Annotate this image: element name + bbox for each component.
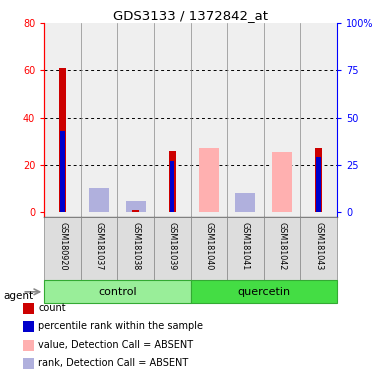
Bar [81, 23, 117, 217]
Bar [117, 23, 154, 217]
Bar [44, 217, 81, 280]
Bar [300, 217, 337, 280]
Bar [89, 188, 109, 212]
Bar [227, 217, 264, 280]
Bar [60, 131, 65, 212]
Text: rank, Detection Call = ABSENT: rank, Detection Call = ABSENT [38, 358, 189, 368]
Text: GSM181039: GSM181039 [168, 222, 177, 270]
Bar [264, 23, 300, 217]
Bar [59, 68, 66, 212]
Bar [170, 161, 174, 212]
Bar [235, 193, 256, 212]
Text: GSM180920: GSM180920 [58, 222, 67, 271]
Bar [191, 23, 227, 217]
Bar [315, 148, 322, 212]
Bar [235, 203, 256, 212]
Title: GDS3133 / 1372842_at: GDS3133 / 1372842_at [113, 9, 268, 22]
Bar [81, 217, 117, 280]
Bar [191, 217, 227, 280]
Bar [191, 280, 337, 303]
Text: count: count [38, 303, 66, 313]
Bar [117, 217, 154, 280]
Bar [89, 199, 109, 212]
Text: GSM181037: GSM181037 [95, 222, 104, 270]
Text: GSM181040: GSM181040 [204, 222, 213, 270]
Text: GSM181041: GSM181041 [241, 222, 250, 270]
Text: percentile rank within the sample: percentile rank within the sample [38, 321, 204, 331]
Text: quercetin: quercetin [237, 287, 290, 297]
Bar [169, 151, 176, 212]
Bar [154, 23, 191, 217]
Text: GSM181043: GSM181043 [314, 222, 323, 270]
Bar [227, 23, 264, 217]
Bar [126, 201, 146, 212]
Text: GSM181038: GSM181038 [131, 222, 140, 270]
Text: agent: agent [4, 291, 34, 301]
Bar [44, 23, 81, 217]
Bar [316, 157, 321, 212]
Text: control: control [98, 287, 137, 297]
Bar [44, 280, 191, 303]
Bar [132, 210, 139, 212]
Bar [272, 152, 292, 212]
Bar [126, 207, 146, 212]
Bar [300, 23, 337, 217]
Bar [199, 148, 219, 212]
Text: value, Detection Call = ABSENT: value, Detection Call = ABSENT [38, 340, 194, 350]
Bar [264, 217, 300, 280]
Text: GSM181042: GSM181042 [278, 222, 286, 270]
Bar [154, 217, 191, 280]
